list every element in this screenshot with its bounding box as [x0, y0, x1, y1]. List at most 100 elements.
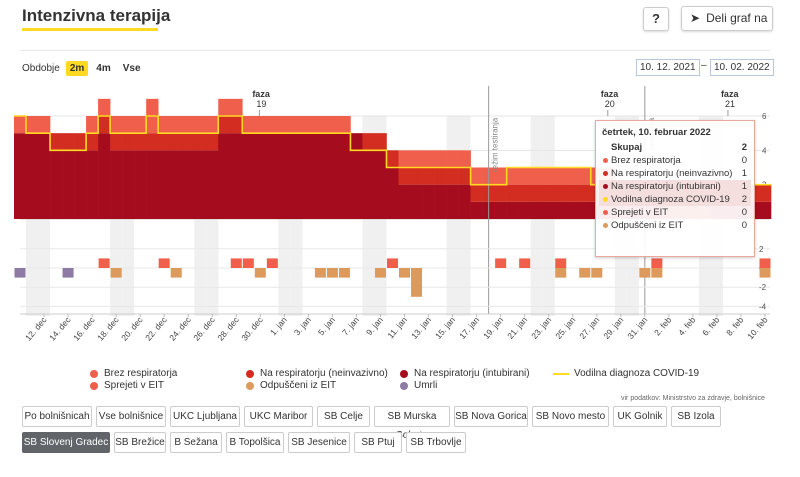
flow-bar — [338, 268, 350, 278]
stacked-bar-segment — [38, 133, 51, 219]
stacked-bar-segment — [134, 150, 147, 219]
hospital-button[interactable]: SB Jesenice — [288, 432, 350, 453]
flow-bar — [14, 268, 26, 278]
legend-item[interactable]: Brez respiratorja — [90, 368, 177, 379]
period-option-2m[interactable]: 2m — [65, 61, 89, 76]
y-tick-label: 6 — [762, 112, 767, 121]
flow-bar — [399, 268, 411, 278]
stacked-bar-segment — [206, 133, 219, 151]
period-option-all[interactable]: Vse — [122, 63, 141, 74]
stacked-bar-segment — [242, 133, 255, 219]
hospital-button[interactable]: UKC Maribor — [244, 406, 313, 427]
hospital-button[interactable]: UKC Ljubljana — [170, 406, 240, 427]
stacked-bar-segment — [13, 133, 27, 219]
legend-item[interactable]: Sprejeti v EIT — [90, 380, 164, 391]
flow-bar — [411, 268, 423, 297]
tooltip-label: Sprejeti v EIT — [611, 207, 669, 218]
stacked-bar-segment — [494, 167, 507, 185]
y-tick-label: -4 — [759, 302, 767, 311]
tooltip-label: Na respiratorju (intubirani) — [611, 181, 721, 192]
hospital-button[interactable]: SB Brežice — [114, 432, 166, 453]
stacked-bar-segment — [494, 184, 507, 202]
page-title: Intenzivna terapija — [22, 6, 171, 25]
hospital-button[interactable]: SB Murska Sobota — [374, 406, 450, 441]
stacked-bar-segment — [362, 133, 375, 151]
stacked-bar-segment — [50, 150, 63, 219]
hospital-button[interactable]: Po bolnišnicah — [22, 406, 92, 427]
stacked-bar-segment — [410, 167, 423, 185]
phase-label: faza — [721, 89, 740, 99]
stacked-bar-segment — [506, 167, 519, 185]
x-tick-label: 22. dec — [143, 314, 169, 342]
help-button[interactable]: ? — [643, 7, 669, 31]
stacked-bar-segment — [470, 167, 483, 185]
period-option-4m[interactable]: 4m — [96, 63, 111, 74]
legend-marker — [90, 381, 98, 390]
legend-item[interactable]: Odpuščeni iz EIT — [246, 380, 336, 391]
stacked-bar-segment — [278, 133, 291, 219]
stacked-bar-segment — [506, 201, 519, 219]
legend-item[interactable]: Na respiratorju (intubirani) — [400, 368, 530, 379]
tooltip-value: 0 — [741, 207, 747, 218]
share-button[interactable]: ➤ Deli graf na — [681, 6, 773, 31]
stacked-bar-segment — [146, 150, 159, 219]
hospital-button[interactable]: SB Novo mesto — [532, 406, 609, 427]
stacked-bar-segment — [554, 184, 568, 202]
hospital-button[interactable]: SB Nova Gorica — [454, 406, 528, 427]
x-tick-label: 19. jan — [481, 315, 505, 341]
x-tick-label: 5. jan — [316, 315, 337, 338]
x-tick-label: 11. jan — [385, 315, 409, 341]
stacked-bar-segment — [218, 133, 231, 219]
phase-label: faza — [601, 89, 620, 99]
legend-item[interactable]: Umrli — [400, 380, 437, 391]
stacked-bar-segment — [506, 184, 519, 202]
stacked-bar-segment — [194, 133, 207, 151]
stacked-bar-segment — [398, 167, 411, 185]
stacked-bar-segment — [62, 133, 75, 151]
tooltip-marker — [603, 197, 608, 202]
hospital-button[interactable]: SB Trbovlje — [406, 432, 466, 453]
hospital-button[interactable]: SB Celje — [317, 406, 370, 427]
tooltip-row: Skupaj 2 — [599, 141, 751, 154]
hospital-button[interactable]: UK Golnik — [613, 406, 667, 427]
hospital-button[interactable]: SB Ptuj — [354, 432, 402, 453]
period-label: Obdobje — [22, 63, 60, 74]
legend-item[interactable]: Na respiratorju (neinvazivno) — [246, 368, 388, 379]
tooltip-value: 0 — [741, 155, 747, 166]
hospital-button[interactable]: SB Izola — [671, 406, 721, 427]
hospital-button[interactable]: B Topolšica — [226, 432, 284, 453]
tooltip-row: Na respiratorju (neinvazivno) 1 — [599, 167, 751, 180]
date-from-input[interactable]: 10. 12. 2021 — [636, 59, 700, 76]
stacked-bar-segment — [218, 116, 231, 134]
stacked-bar-segment — [338, 116, 351, 134]
stacked-bar-segment — [422, 167, 435, 185]
stacked-bar-segment — [566, 167, 580, 185]
stacked-bar-segment — [554, 167, 568, 185]
hospital-button[interactable]: Vse bolnišnice — [96, 406, 166, 427]
stacked-bar-segment — [410, 184, 423, 219]
date-to-input[interactable]: 10. 02. 2022 — [710, 59, 774, 76]
tooltip-title: četrtek, 10. februar 2022 — [602, 127, 711, 138]
stacked-bar-segment — [230, 116, 243, 134]
stacked-bar-segment — [542, 201, 556, 219]
hospital-button[interactable]: SB Slovenj Gradec — [22, 432, 110, 453]
stacked-bar-segment — [242, 116, 255, 134]
stacked-bar-segment — [182, 150, 195, 219]
legend-item[interactable]: Vodilna diagnoza COVID-19 — [553, 368, 699, 379]
stacked-bar-segment — [518, 201, 531, 219]
stacked-bar-segment — [134, 133, 147, 151]
stacked-bar-segment — [98, 98, 111, 116]
flow-bar — [579, 268, 591, 278]
data-source: vir podatkov: Ministrstvo za zdravje, bo… — [621, 395, 765, 402]
hospital-button[interactable]: B Sežana — [170, 432, 222, 453]
tooltip-label: Skupaj — [611, 142, 643, 153]
stacked-bar-segment — [314, 116, 327, 134]
stacked-bar-segment — [13, 116, 27, 134]
stacked-bar-segment — [74, 150, 87, 219]
stacked-bar-segment — [302, 133, 315, 219]
legend-marker — [400, 369, 408, 378]
flow-bar — [555, 268, 567, 278]
stacked-bar-segment — [458, 184, 471, 219]
stacked-bar-segment — [170, 150, 183, 219]
tooltip-marker — [603, 158, 608, 163]
